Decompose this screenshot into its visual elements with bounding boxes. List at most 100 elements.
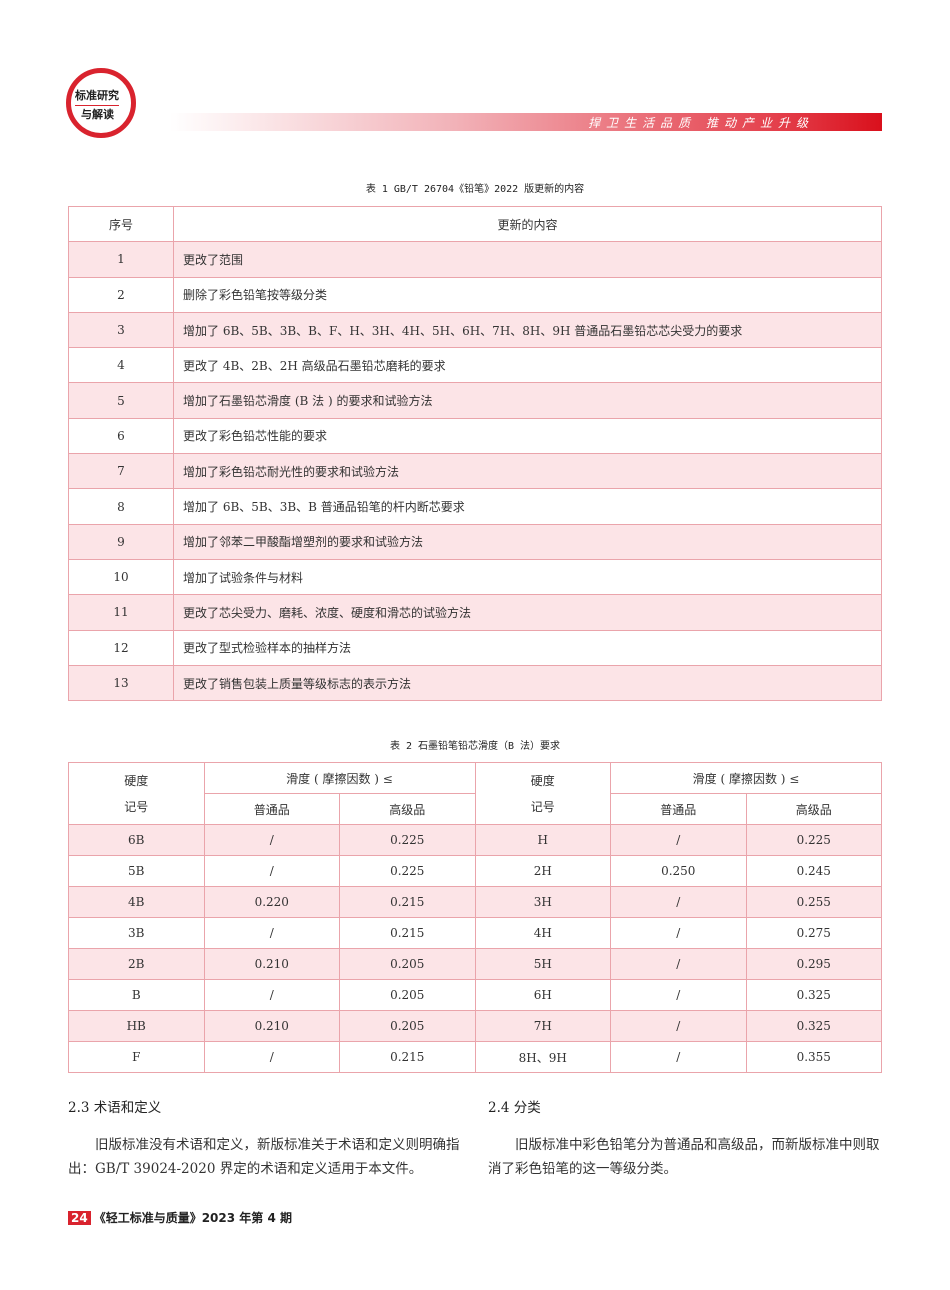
slip-header: 滑度 ( 摩擦因数 ) ≤ [610,762,882,794]
table-cell: / [610,1010,747,1042]
index-cell: 12 [68,629,174,666]
sub-header: 普通品 [203,793,340,825]
table-cell: 3B [68,917,205,949]
table-cell: 0.215 [339,1041,476,1073]
section-text: 旧版标准没有术语和定义，新版标准关于术语和定义则明确指出：GB/T 39024-… [68,1137,460,1177]
index-cell: 7 [68,453,174,490]
content-cell: 更改了型式检验样本的抽样方法 [173,629,882,666]
journal-name: 《轻工标准与质量》2023 年第 4 期 [93,1211,292,1225]
hardness-header: 硬度 记号 [474,762,611,825]
table-row: 4 更改了 4B、2B、2H 高级品石墨铅芯磨耗的要求 [68,347,882,384]
section-title: 2.4 分类 [488,1100,541,1116]
table-cell: / [203,855,340,887]
index-cell: 5 [68,382,174,419]
table-row: 10 增加了试验条件与材料 [68,558,882,596]
index-cell: 1 [68,241,174,278]
table2: 硬度 记号 滑度 ( 摩擦因数 ) ≤ 硬度 记号 滑度 ( 摩擦因数 ) ≤ 普通… [68,762,882,1073]
index-cell: 2 [68,276,174,313]
index-cell: 11 [68,594,174,631]
table-cell: 0.325 [745,979,882,1011]
table-row: 5B/0.225 2H 0.250 0.245 [68,855,882,887]
table-cell: F [68,1041,205,1073]
table-cell: / [203,1041,340,1073]
table1: 序号 更新的内容 1 更改了范围 2 删除了彩色铅笔按等级分类 3 增加了 6B、5B、3B… [68,205,882,702]
table-row: 6B/0.225 H/0.225 [68,824,882,856]
header-banner: 捍卫生活品质 推动产业升级 [170,113,882,131]
table-cell: / [610,979,747,1011]
content-cell: 增加了石墨铅芯滑度 (B 法 ) 的要求和试验方法 [173,382,882,419]
content-cell: 增加了彩色铅芯耐光性的要求和试验方法 [173,453,882,490]
table-cell: 0.355 [745,1041,882,1073]
table-cell: 0.210 [203,948,340,980]
table-cell: / [610,917,747,949]
table-cell: 0.245 [745,855,882,887]
table-row: 12 更改了型式检验样本的抽样方法 [68,629,882,666]
logo-line2: 与解读 [81,108,114,121]
table2-caption: 表 2 石墨铅笔铅芯滑度（B 法）要求 [389,741,561,752]
section-title: 2.3 术语和定义 [68,1100,162,1116]
table-cell: 8H、9H [474,1041,611,1073]
index-cell: 3 [68,311,174,349]
table-cell: 2B [68,948,205,980]
footer: 24 《轻工标准与质量》2023 年第 4 期 [68,1209,292,1226]
table-cell: 0.205 [339,1010,476,1042]
table-cell: 0.225 [745,824,882,856]
table-cell: / [203,979,340,1011]
table-row: 4B 0.220 0.215 3H/0.255 [68,886,882,918]
index-cell: 8 [68,488,174,525]
content-cell: 更改了芯尖受力、磨耗、浓度、硬度和滑芯的试验方法 [173,594,882,631]
content-cell: 更改了 4B、2B、2H 高级品石墨铅芯磨耗的要求 [173,347,882,384]
table-cell: 4B [68,886,205,918]
index-cell: 4 [68,347,174,384]
table-cell: 0.215 [339,917,476,949]
table-cell: 3H [474,886,611,918]
table-row: 3 增加了 6B、5B、3B、B、F、H、3H、4H、5H、6H、7H、8H、9H… [68,311,882,349]
table-cell: 0.205 [339,979,476,1011]
sub-header: 高级品 [745,793,882,825]
table-cell: 5H [474,948,611,980]
table-row: 5 增加了石墨铅芯滑度 (B 法 ) 的要求和试验方法 [68,382,882,419]
content-cell: 增加了 6B、5B、3B、B 普通品铅笔的杆内断芯要求 [173,488,882,525]
section-text: 旧版标准中彩色铅笔分为普通品和高级品，而新版标准中则取消了彩色铅笔的这一等级分类… [488,1137,880,1177]
table-cell: / [610,1041,747,1073]
table-cell: 6H [474,979,611,1011]
table-row: B/0.205 6H/0.325 [68,979,882,1011]
table-cell: 0.225 [339,824,476,856]
table-row: 8 增加了 6B、5B、3B、B 普通品铅笔的杆内断芯要求 [68,488,882,525]
table-cell: / [203,917,340,949]
table1-header: 序号 [68,205,174,243]
table-row: 6 更改了彩色铅芯性能的要求 [68,417,882,455]
table1-header: 更新的内容 [173,205,882,243]
content-cell: 更改了彩色铅芯性能的要求 [173,417,882,455]
table-cell: B [68,979,205,1011]
table-row: HB 0.210 0.205 7H/0.325 [68,1010,882,1042]
sub-header: 高级品 [339,793,476,825]
table-cell: 0.325 [745,1010,882,1042]
table1-caption: 表 1 GB/T 26704《铅笔》2022 版更新的内容 [365,184,585,195]
table-row: 1 更改了范围 [68,241,882,278]
content-cell: 更改了销售包装上质量等级标志的表示方法 [173,664,882,702]
table-cell: 0.295 [745,948,882,980]
index-cell: 10 [68,558,174,596]
slip-header: 滑度 ( 摩擦因数 ) ≤ [203,762,476,794]
table-row: 3B/0.215 4H/0.275 [68,917,882,949]
table-cell: 6B [68,824,205,856]
table-row: 7 增加了彩色铅芯耐光性的要求和试验方法 [68,453,882,490]
index-cell: 9 [68,523,174,560]
content-cell: 增加了 6B、5B、3B、B、F、H、3H、4H、5H、6H、7H、8H、9H … [173,311,882,349]
slogan: 捍卫生活品质 推动产业升级 [588,116,814,130]
table-cell: / [610,824,747,856]
table-cell: 4H [474,917,611,949]
table-cell: 5B [68,855,205,887]
table-cell: / [610,886,747,918]
table-cell: HB [68,1010,205,1042]
table-cell: 7H [474,1010,611,1042]
table-cell: 0.255 [745,886,882,918]
table-row: 13 更改了销售包装上质量等级标志的表示方法 [68,664,882,702]
table-cell: / [203,824,340,856]
page-number: 24 [68,1211,91,1225]
hardness-header: 硬度 记号 [68,762,205,825]
table-cell: 0.225 [339,855,476,887]
table-cell: 0.205 [339,948,476,980]
